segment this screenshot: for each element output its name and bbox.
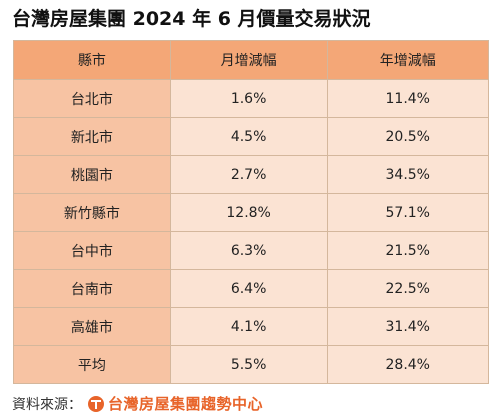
city-cell: 平均: [13, 345, 171, 384]
monthly-change-cell: 5.5%: [169, 345, 328, 384]
price-volume-table: 縣市 月增減幅 年增減幅 台北市 1.6% 11.4% 新北市 4.5% 20.…: [13, 40, 489, 384]
monthly-change-cell: 6.4%: [169, 269, 328, 308]
page-title: 台灣房屋集團 2024 年 6 月價量交易狀況: [12, 8, 371, 30]
yearly-change-cell: 31.4%: [326, 307, 489, 346]
table-row: 桃園市 2.7% 34.5%: [13, 155, 489, 194]
source-line: 資料來源： 台灣房屋集團趨勢中心: [12, 393, 263, 414]
source-label: 資料來源：: [12, 396, 82, 413]
table-header-row: 縣市 月增減幅 年增減幅: [13, 40, 489, 80]
monthly-change-cell: 12.8%: [169, 193, 328, 232]
header-monthly-change: 月增減幅: [169, 40, 328, 80]
company-logo-icon: [88, 395, 104, 412]
monthly-change-cell: 4.5%: [169, 117, 328, 156]
table-row: 新北市 4.5% 20.5%: [13, 117, 489, 156]
yearly-change-cell: 22.5%: [326, 269, 489, 308]
monthly-change-cell: 2.7%: [169, 155, 328, 194]
city-cell: 台中市: [13, 231, 171, 270]
yearly-change-cell: 57.1%: [326, 193, 489, 232]
header-yearly-change: 年增減幅: [326, 40, 489, 80]
city-cell: 高雄市: [13, 307, 171, 346]
monthly-change-cell: 4.1%: [169, 307, 328, 346]
yearly-change-cell: 34.5%: [326, 155, 489, 194]
table-row: 台中市 6.3% 21.5%: [13, 231, 489, 270]
city-cell: 新竹縣市: [13, 193, 171, 232]
yearly-change-cell: 28.4%: [326, 345, 489, 384]
yearly-change-cell: 11.4%: [326, 79, 489, 118]
table-row: 台南市 6.4% 22.5%: [13, 269, 489, 308]
city-cell: 台南市: [13, 269, 171, 308]
city-cell: 桃園市: [13, 155, 171, 194]
yearly-change-cell: 20.5%: [326, 117, 489, 156]
city-cell: 台北市: [13, 79, 171, 118]
yearly-change-cell: 21.5%: [326, 231, 489, 270]
monthly-change-cell: 1.6%: [169, 79, 328, 118]
city-cell: 新北市: [13, 117, 171, 156]
table-row-average: 平均 5.5% 28.4%: [13, 345, 489, 384]
table-row: 高雄市 4.1% 31.4%: [13, 307, 489, 346]
table-row: 新竹縣市 12.8% 57.1%: [13, 193, 489, 232]
table-row: 台北市 1.6% 11.4%: [13, 79, 489, 118]
source-logo-text: 台灣房屋集團趨勢中心: [108, 395, 264, 413]
header-city: 縣市: [13, 40, 171, 80]
monthly-change-cell: 6.3%: [169, 231, 328, 270]
